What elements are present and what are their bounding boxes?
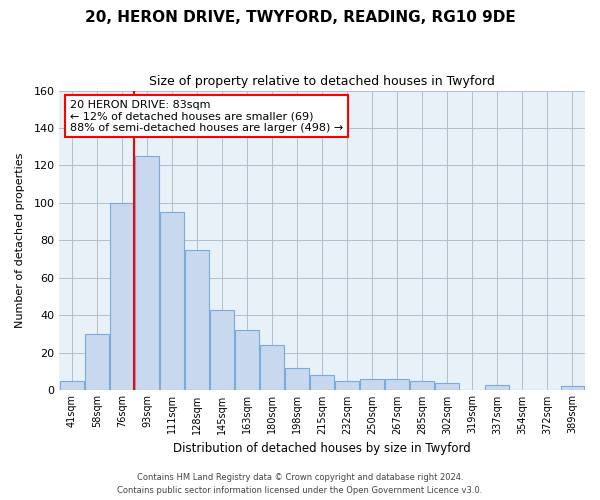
Text: 20, HERON DRIVE, TWYFORD, READING, RG10 9DE: 20, HERON DRIVE, TWYFORD, READING, RG10 …	[85, 10, 515, 25]
Bar	[135, 156, 159, 390]
Y-axis label: Number of detached properties: Number of detached properties	[15, 152, 25, 328]
Bar	[260, 345, 284, 390]
Bar	[60, 381, 84, 390]
Bar	[285, 368, 309, 390]
Bar	[85, 334, 109, 390]
X-axis label: Distribution of detached houses by size in Twyford: Distribution of detached houses by size …	[173, 442, 471, 455]
Bar	[210, 310, 234, 390]
Bar	[436, 382, 459, 390]
Bar	[335, 381, 359, 390]
Text: Contains HM Land Registry data © Crown copyright and database right 2024.
Contai: Contains HM Land Registry data © Crown c…	[118, 474, 482, 495]
Bar	[361, 379, 384, 390]
Bar	[310, 375, 334, 390]
Bar	[235, 330, 259, 390]
Bar	[160, 212, 184, 390]
Bar	[385, 379, 409, 390]
Bar	[410, 381, 434, 390]
Text: 20 HERON DRIVE: 83sqm
← 12% of detached houses are smaller (69)
88% of semi-deta: 20 HERON DRIVE: 83sqm ← 12% of detached …	[70, 100, 343, 132]
Bar	[485, 384, 509, 390]
Bar	[110, 203, 134, 390]
Bar	[560, 386, 584, 390]
Bar	[185, 250, 209, 390]
Title: Size of property relative to detached houses in Twyford: Size of property relative to detached ho…	[149, 75, 495, 88]
